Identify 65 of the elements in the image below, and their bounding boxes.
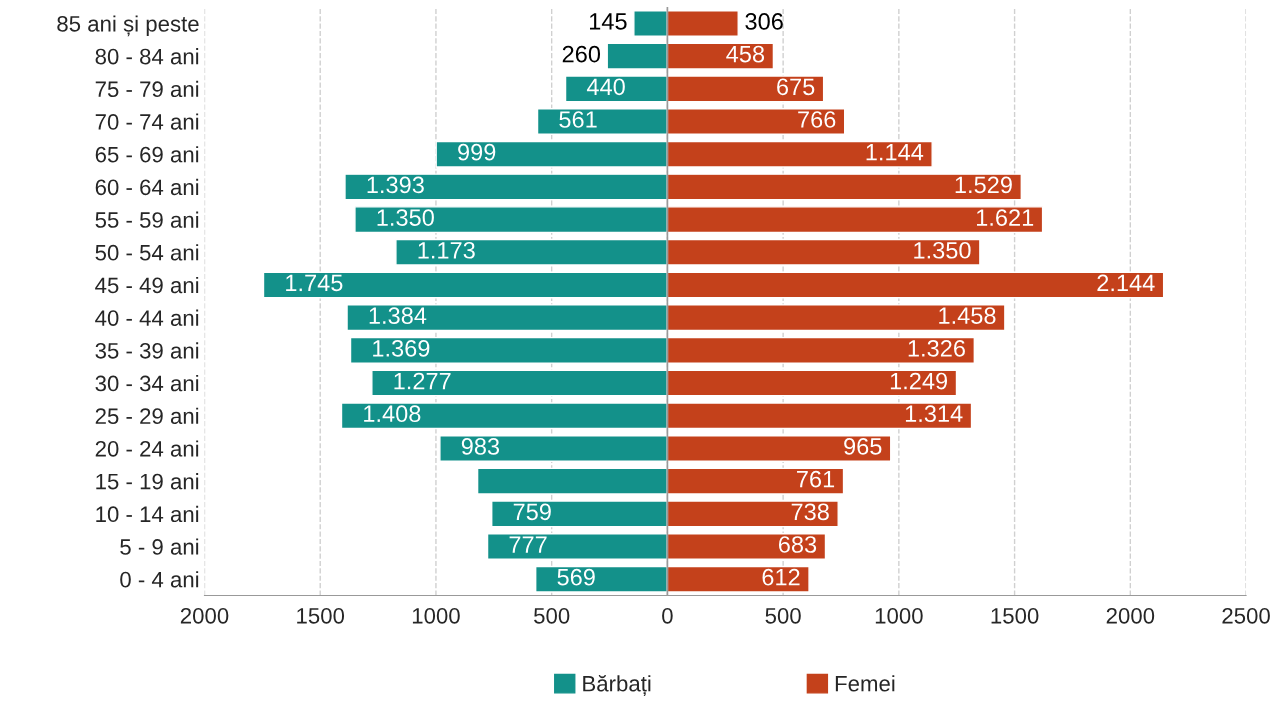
y-tick-label: 20 - 24 ani	[95, 440, 199, 457]
data-label: 1.393	[367, 176, 424, 194]
x-tick-label: 2000	[1106, 607, 1155, 624]
data-label: 260	[562, 45, 601, 63]
data-label: 738	[791, 503, 829, 521]
x-tick-label: 1500	[297, 607, 345, 624]
x-tick-label: 1000	[875, 607, 923, 624]
data-label: 761	[797, 470, 835, 488]
data-label: 1.277	[394, 372, 451, 390]
data-label: 2.144	[1097, 274, 1155, 292]
data-label: 759	[513, 503, 551, 521]
data-label: 306	[745, 13, 783, 30]
y-tick-label: 30 - 34 ani	[95, 375, 199, 392]
y-tick-label: 0 - 4 ani	[120, 571, 199, 588]
data-label: 999	[458, 143, 496, 161]
y-tick-label: 40 - 44 ani	[95, 309, 199, 326]
y-tick-label: 35 - 39 ani	[95, 342, 199, 359]
x-tick-label: 500	[765, 607, 801, 624]
y-tick-label: 5 - 9 ani	[120, 538, 199, 555]
data-label: 1.350	[914, 241, 971, 259]
y-tick-label: 80 - 84 ani	[95, 48, 199, 65]
y-tick-label: 65 - 69 ani	[95, 146, 199, 163]
data-label: 1.529	[955, 176, 1012, 194]
y-tick-label: 85 ani și peste	[57, 15, 199, 37]
legend-label: Femei	[835, 675, 895, 692]
y-tick-label: 55 - 59 ani	[95, 211, 199, 228]
y-tick-label: 45 - 49 ani	[95, 276, 199, 294]
data-label: 1.621	[976, 209, 1034, 226]
legend-label: Bărbați	[583, 674, 651, 696]
x-tick-label: 2000	[180, 607, 229, 624]
data-label: 1.144	[866, 144, 924, 161]
data-label: 1.173	[418, 241, 475, 259]
data-label: 1.408	[364, 405, 421, 423]
data-label: 777	[509, 536, 547, 553]
data-label: 612	[762, 568, 800, 586]
data-label: 458	[726, 45, 765, 63]
y-tick-label: 75 - 79 ani	[95, 80, 199, 98]
data-label: 1.350	[377, 209, 434, 226]
data-label: 440	[586, 78, 625, 96]
x-tick-label: 2500	[1222, 607, 1270, 624]
x-tick-label: 1500	[991, 607, 1039, 624]
data-label: 683	[778, 536, 817, 553]
data-label: 983	[461, 438, 500, 455]
data-label: 1.249	[890, 372, 948, 390]
y-tick-label: 50 - 54 ani	[95, 244, 199, 261]
data-label: 766	[798, 111, 836, 128]
data-label: 1.384	[369, 307, 427, 325]
data-label: 1.314	[905, 405, 963, 423]
data-label: 561	[559, 111, 597, 128]
x-tick-label: 1000	[412, 607, 460, 624]
y-tick-label: 25 - 29 ani	[95, 407, 199, 425]
data-label: 1.369	[373, 339, 430, 357]
y-tick-label: 70 - 74 ani	[95, 113, 199, 130]
y-tick-label: 15 - 19 ani	[96, 473, 199, 490]
data-label: 965	[844, 438, 882, 455]
data-label: 675	[777, 78, 815, 96]
y-tick-label: 10 - 14 ani	[96, 505, 199, 523]
x-tick-label: 0	[662, 607, 673, 624]
data-label: 1.458	[939, 307, 996, 325]
y-tick-label: 60 - 64 ani	[95, 178, 199, 196]
data-label: 1.745	[286, 274, 343, 292]
data-label: 1.326	[908, 339, 965, 357]
data-label: 145	[590, 13, 627, 30]
data-label: 569	[557, 568, 595, 586]
x-tick-label: 500	[534, 607, 570, 624]
